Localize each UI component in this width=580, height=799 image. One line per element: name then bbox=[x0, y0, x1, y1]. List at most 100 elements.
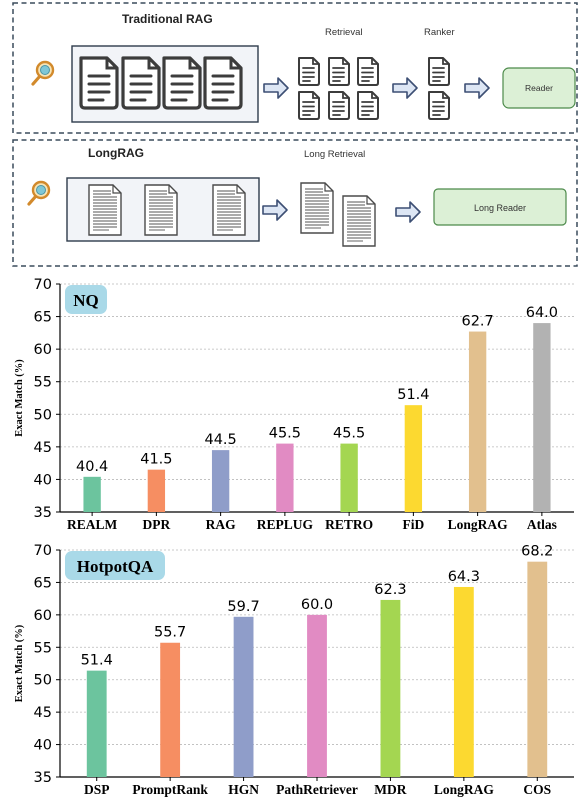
x-tick-label: RETRO bbox=[325, 517, 373, 532]
x-tick-label: COS bbox=[523, 782, 551, 797]
y-tick-label: 35 bbox=[34, 505, 52, 521]
bar bbox=[147, 469, 166, 512]
long-document-icon bbox=[300, 182, 334, 234]
arrow-icon bbox=[392, 77, 418, 99]
long-document-icon bbox=[342, 195, 376, 247]
y-tick-label: 70 bbox=[34, 277, 52, 293]
y-axis-label: Exact Match (%) bbox=[14, 359, 25, 437]
longrag-title: LongRAG bbox=[88, 146, 144, 160]
bar-value-label: 62.7 bbox=[461, 314, 493, 330]
bar bbox=[233, 616, 254, 777]
y-tick-label: 50 bbox=[34, 673, 52, 689]
bar-value-label: 40.4 bbox=[76, 459, 108, 475]
x-tick-label: REALM bbox=[67, 517, 118, 532]
bar-value-label: 45.5 bbox=[333, 426, 365, 442]
bar bbox=[83, 476, 101, 512]
bar-value-label: 62.3 bbox=[374, 582, 406, 598]
bar-value-label: 59.7 bbox=[227, 599, 259, 615]
y-tick-label: 65 bbox=[34, 575, 52, 591]
longrag-panel: LongRAG Long Retrieval Long Reader bbox=[12, 139, 578, 267]
bar-value-label: 55.7 bbox=[154, 625, 186, 641]
long-document-icon bbox=[88, 184, 122, 236]
long-reader-label: Long Reader bbox=[474, 203, 526, 213]
bar bbox=[468, 331, 487, 512]
bar-value-label: 60.0 bbox=[301, 597, 333, 613]
document-icon bbox=[298, 91, 320, 120]
magnifier-icon bbox=[27, 180, 51, 206]
arrow-icon bbox=[464, 77, 490, 99]
document-icon bbox=[328, 57, 350, 86]
x-tick-label: REPLUG bbox=[257, 517, 314, 532]
document-icon bbox=[357, 57, 379, 86]
bar-value-label: 45.5 bbox=[269, 426, 301, 442]
x-tick-label: PathRetriever bbox=[276, 782, 358, 797]
bar-value-label: 68.2 bbox=[521, 544, 553, 560]
bar-value-label: 51.4 bbox=[81, 653, 113, 669]
magnifier-icon bbox=[31, 60, 55, 86]
reader-label: Reader bbox=[525, 83, 553, 93]
document-icon bbox=[121, 56, 161, 110]
y-tick-label: 35 bbox=[34, 770, 52, 786]
long-retrieval-label: Long Retrieval bbox=[304, 149, 365, 160]
bar bbox=[340, 443, 358, 512]
y-tick-label: 45 bbox=[34, 440, 52, 456]
exact-match-bar-charts: 35 40 45 50 55 60 65 70 Exact Match (%) 40.4 REALM… bbox=[14, 277, 574, 797]
chart-title-badge bbox=[65, 551, 165, 580]
bar bbox=[527, 561, 548, 777]
chart-title-badge bbox=[65, 285, 107, 314]
document-icon bbox=[428, 91, 450, 120]
bar bbox=[211, 450, 230, 512]
bar bbox=[86, 670, 107, 777]
document-icon bbox=[357, 91, 379, 120]
traditional-rag-title: Traditional RAG bbox=[122, 12, 213, 26]
long-document-icon bbox=[144, 184, 178, 236]
document-icon bbox=[328, 91, 350, 120]
bar-value-label: 41.5 bbox=[140, 452, 172, 468]
bar-value-label: 51.4 bbox=[397, 387, 429, 403]
bar bbox=[404, 405, 423, 512]
traditional-rag-panel: Traditional RAG Retrieval Ranker Reader bbox=[12, 2, 578, 134]
bar bbox=[276, 443, 294, 512]
y-tick-label: 50 bbox=[34, 407, 52, 423]
chart-title: NQ bbox=[73, 291, 99, 310]
hotpotqa-chart: 35 40 45 50 55 60 65 70 Exact Match (%) 51.4 DSP 55… bbox=[14, 543, 574, 797]
x-tick-label: LongRAG bbox=[434, 782, 495, 797]
x-tick-label: HGN bbox=[228, 782, 259, 797]
document-icon bbox=[203, 56, 243, 110]
bar bbox=[160, 642, 181, 777]
y-tick-label: 70 bbox=[34, 543, 52, 559]
x-tick-label: LongRAG bbox=[448, 517, 509, 532]
long-document-icon bbox=[212, 184, 246, 236]
arrow-icon bbox=[263, 77, 289, 99]
x-tick-label: DPR bbox=[143, 517, 171, 532]
y-tick-label: 60 bbox=[34, 608, 52, 624]
y-tick-label: 55 bbox=[34, 375, 52, 391]
bar-value-label: 64.0 bbox=[526, 305, 558, 321]
y-axis-label: Exact Match (%) bbox=[14, 624, 25, 702]
y-tick-label: 65 bbox=[34, 310, 52, 326]
bar bbox=[380, 599, 401, 777]
bar-value-label: 44.5 bbox=[204, 432, 236, 448]
rag-comparison-diagram: Traditional RAG Retrieval Ranker Reader … bbox=[12, 2, 578, 267]
ranker-label: Ranker bbox=[424, 27, 455, 38]
document-icon bbox=[79, 56, 119, 110]
x-tick-label: DSP bbox=[84, 782, 110, 797]
retrieval-label: Retrieval bbox=[325, 27, 363, 38]
reader-box bbox=[502, 67, 576, 109]
y-tick-label: 60 bbox=[34, 342, 52, 358]
document-icon bbox=[428, 57, 450, 86]
x-tick-label: FiD bbox=[403, 517, 425, 532]
long-reader-box bbox=[433, 188, 567, 226]
document-icon bbox=[162, 56, 202, 110]
nq-chart: 35 40 45 50 55 60 65 70 Exact Match (%) 40.4 REALM… bbox=[14, 277, 574, 532]
arrow-icon bbox=[395, 201, 421, 223]
document-icon bbox=[298, 57, 320, 86]
bar bbox=[533, 323, 551, 512]
x-tick-label: Atlas bbox=[527, 517, 557, 532]
bar bbox=[307, 614, 327, 777]
chart-title: HotpotQA bbox=[77, 557, 154, 576]
bar-value-label: 64.3 bbox=[448, 569, 480, 585]
y-tick-label: 45 bbox=[34, 705, 52, 721]
y-tick-label: 40 bbox=[34, 472, 52, 488]
y-tick-label: 55 bbox=[34, 640, 52, 656]
